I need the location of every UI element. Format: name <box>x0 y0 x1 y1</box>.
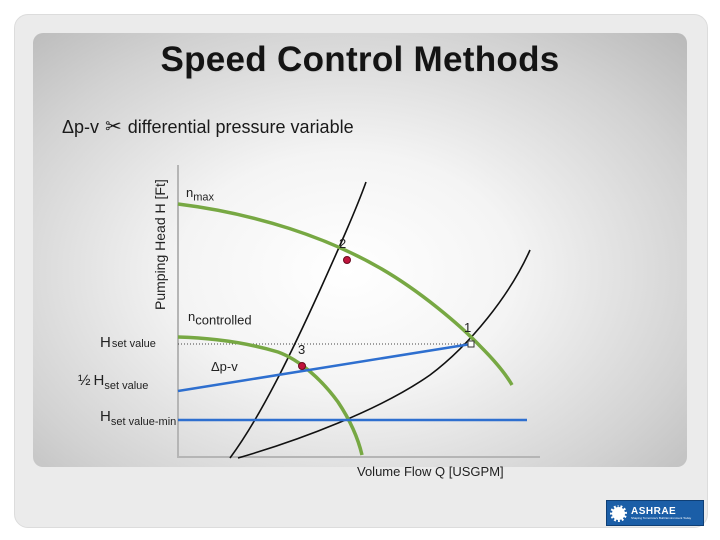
subtitle-prefix: Δp-v <box>62 117 100 137</box>
slide-background <box>33 33 687 467</box>
point-3-marker <box>298 362 306 370</box>
control-line-dp-v <box>177 342 472 393</box>
label-half-h-set-value: ½ Hset value <box>78 372 148 392</box>
label-ncontrolled-base: n <box>188 309 196 324</box>
logo-tagline: Shaping Tomorrow's Built Environment Tod… <box>631 515 692 520</box>
label-point-3: 3 <box>298 342 306 357</box>
scissors-icon: ✂ <box>105 116 122 138</box>
label-h-min-sub: set value-min <box>110 416 177 428</box>
label-nmax: nmax <box>186 185 214 204</box>
system-curve-left <box>229 181 367 459</box>
ashrae-logo: ASHRAE Shaping Tomorrow's Built Environm… <box>606 500 704 526</box>
curve-nmax <box>177 202 514 386</box>
label-ncontrolled: ncontrolled <box>188 309 252 328</box>
label-half-prefix: ½ <box>78 372 91 389</box>
point-2-marker <box>343 256 351 264</box>
label-control-line: Δp-v <box>211 359 238 374</box>
label-point-1: 1 <box>464 320 472 335</box>
label-ncontrolled-sub: controlled <box>195 312 252 328</box>
label-h-set-value: Hset value <box>100 334 156 351</box>
label-h-set-value-base: H <box>100 334 111 351</box>
label-h-min-base: H <box>100 408 111 425</box>
label-h-set-value-sub: set value <box>111 338 156 350</box>
curve-ncontrolled <box>177 335 364 456</box>
label-half-h-base: H <box>93 372 105 389</box>
label-point-2: 2 <box>339 236 347 251</box>
slide-title: Speed Control Methods <box>160 40 560 79</box>
slide-subtitle: Δp-v ✂ differential pressure variable <box>62 114 354 139</box>
label-half-h-sub: set value <box>104 380 149 392</box>
point-1-marker <box>467 340 475 348</box>
label-nmax-sub: max <box>193 191 215 204</box>
system-curve-right <box>237 249 531 459</box>
x-axis-label: Volume Flow Q [USGPM] <box>357 464 504 479</box>
label-h-set-value-min: Hset value-min <box>100 408 176 428</box>
label-nmax-base: n <box>186 185 194 200</box>
logo-brand: ASHRAE <box>631 505 677 517</box>
subtitle-text: differential pressure variable <box>127 117 354 137</box>
logo-text: ASHRAE Shaping Tomorrow's Built Environm… <box>631 505 692 520</box>
gear-icon <box>610 504 627 522</box>
